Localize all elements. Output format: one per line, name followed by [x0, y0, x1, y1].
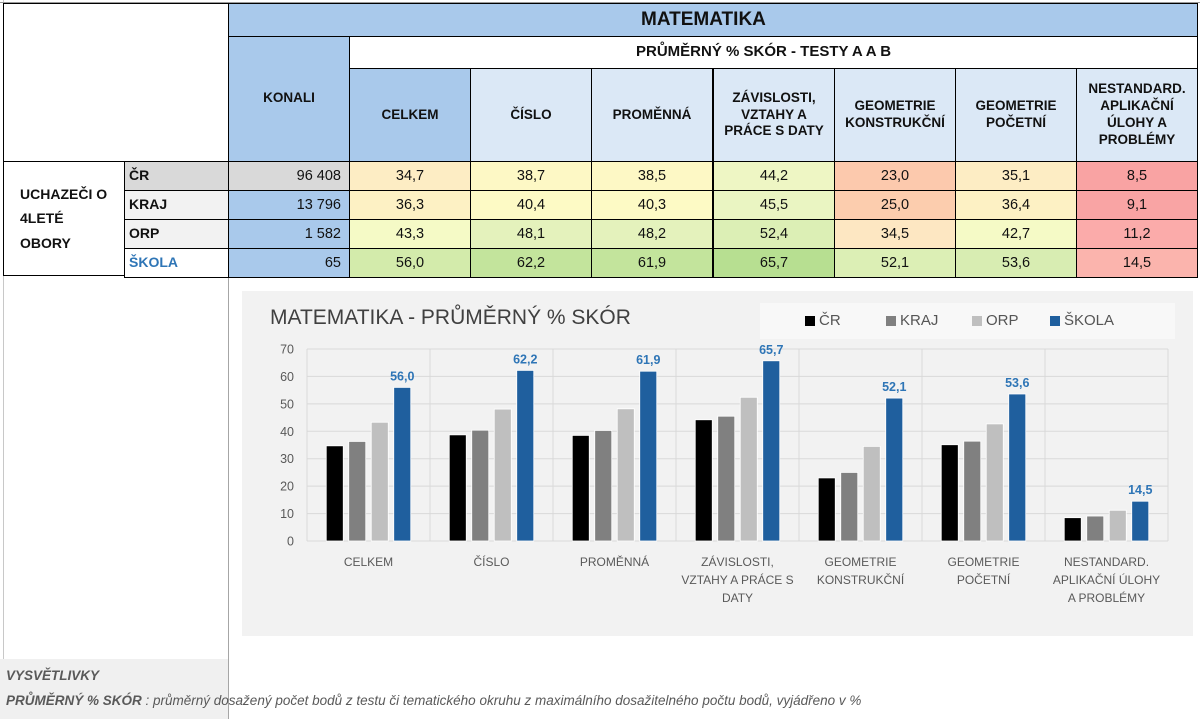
legend-label: KRAJ — [900, 312, 939, 329]
score-cell: 43,3 — [349, 219, 471, 249]
chart-area — [242, 291, 1193, 636]
group-label: UCHAZEČI O 4LETÉ OBORY — [3, 161, 125, 276]
column-header-line: KONSTRUKČNÍ — [845, 115, 945, 130]
table-subtitle: PRŮMĚRNÝ % SKÓR - TESTY A A B — [349, 36, 1198, 69]
column-header: GEOMETRIE KONSTRUKČNÍ — [834, 68, 956, 162]
score-cell: 25,0 — [834, 190, 956, 220]
score-cell: 36,4 — [955, 190, 1077, 220]
column-header-line: PROBLÉMY — [1098, 131, 1176, 147]
konali-value: 1 582 — [228, 219, 350, 249]
column-header: ZÁVISLOSTI, VZTAHY A PRÁCE S DATY — [713, 68, 835, 162]
legend-item: ČR — [805, 312, 841, 329]
score-cell: 44,2 — [713, 161, 835, 191]
legend-item: KRAJ — [886, 312, 938, 329]
legend-item: ŠKOLA — [1050, 312, 1114, 329]
group-label-line: UCHAZEČI O — [20, 185, 108, 202]
score-cell: 53,6 — [955, 248, 1077, 278]
footer-definition: PRŮMĚRNÝ % SKÓR : průměrný dosažený poče… — [6, 693, 861, 708]
score-cell: 35,1 — [955, 161, 1077, 191]
konali-header: KONALI — [228, 36, 350, 162]
score-cell: 62,2 — [470, 248, 592, 278]
legend-swatch-icon — [886, 315, 896, 326]
legend-label: ORP — [986, 312, 1019, 329]
column-header-line: GEOMETRIE — [975, 98, 1057, 114]
column-header-line: CELKEM — [381, 106, 439, 122]
score-cell: 36,3 — [349, 190, 471, 220]
row-label: ČR — [124, 161, 229, 191]
column-header-line: POČETNÍ — [985, 115, 1046, 130]
column-header-line: NESTANDARD. — [1088, 81, 1186, 97]
score-cell: 65,7 — [713, 248, 835, 278]
footer-title: VYSVĚTLIVKY — [6, 668, 100, 683]
chart-title: MATEMATIKA - PRŮMĚRNÝ % SKÓR — [270, 306, 631, 329]
score-cell: 14,5 — [1076, 248, 1198, 278]
column-header-line: ČÍSLO — [510, 106, 552, 122]
legend-swatch-icon — [805, 315, 815, 326]
score-cell: 48,2 — [591, 219, 713, 249]
konali-value: 65 — [228, 248, 350, 278]
column-header: ČÍSLO — [470, 68, 592, 162]
group-label-line: 4LETÉ — [20, 210, 64, 227]
column-header-line: ÚLOHY A — [1106, 115, 1167, 130]
score-cell: 61,9 — [591, 248, 713, 278]
column-header: PROMĚNNÁ — [591, 68, 713, 162]
legend-swatch-icon — [972, 315, 982, 326]
score-cell: 48,1 — [470, 219, 592, 249]
sheet-gridline — [0, 2, 1200, 3]
sheet-gridline — [228, 275, 229, 719]
column-header-line: APLIKAČNÍ — [1100, 98, 1174, 114]
score-cell: 42,7 — [955, 219, 1077, 249]
empty-corner-cell — [3, 3, 229, 162]
footer-term: PRŮMĚRNÝ % SKÓR — [6, 693, 142, 708]
score-cell: 9,1 — [1076, 190, 1198, 220]
chart-legend — [760, 303, 1175, 339]
score-cell: 34,5 — [834, 219, 956, 249]
group-label-line: OBORY — [20, 234, 71, 251]
table-title: MATEMATIKA — [228, 3, 1198, 37]
score-cell: 34,7 — [349, 161, 471, 191]
score-cell: 52,1 — [834, 248, 956, 278]
column-header-line: VZTAHY A — [741, 106, 807, 122]
score-cell: 11,2 — [1076, 219, 1198, 249]
column-header-line: ZÁVISLOSTI, — [732, 89, 816, 105]
score-cell: 56,0 — [349, 248, 471, 278]
score-cell: 40,3 — [591, 190, 713, 220]
score-cell: 23,0 — [834, 161, 956, 191]
legend-item: ORP — [972, 312, 1019, 329]
row-label: ŠKOLA — [124, 248, 229, 278]
score-cell: 38,7 — [470, 161, 592, 191]
column-header-line: PRÁCE S DATY — [724, 123, 824, 139]
legend-label: ČR — [819, 312, 841, 329]
column-header: NESTANDARD. APLIKAČNÍ ÚLOHY A PROBLÉMY — [1076, 68, 1198, 162]
konali-value: 96 408 — [228, 161, 350, 191]
column-header: GEOMETRIE POČETNÍ — [955, 68, 1077, 162]
row-label: KRAJ — [124, 190, 229, 220]
row-label: ORP — [124, 219, 229, 249]
legend-label: ŠKOLA — [1064, 312, 1115, 329]
column-header-line: GEOMETRIE — [854, 98, 936, 114]
sheet-gridline — [3, 0, 4, 719]
legend-swatch-icon — [1050, 315, 1060, 326]
footer-background — [0, 659, 228, 719]
footer-definition-text: : průměrný dosažený počet bodů z testu č… — [141, 693, 862, 708]
column-header: CELKEM — [349, 68, 471, 162]
score-cell: 8,5 — [1076, 161, 1198, 191]
column-header-line: PROMĚNNÁ — [612, 106, 692, 122]
score-cell: 40,4 — [470, 190, 592, 220]
score-cell: 52,4 — [713, 219, 835, 249]
score-cell: 38,5 — [591, 161, 713, 191]
score-cell: 45,5 — [713, 190, 835, 220]
konali-value: 13 796 — [228, 190, 350, 220]
